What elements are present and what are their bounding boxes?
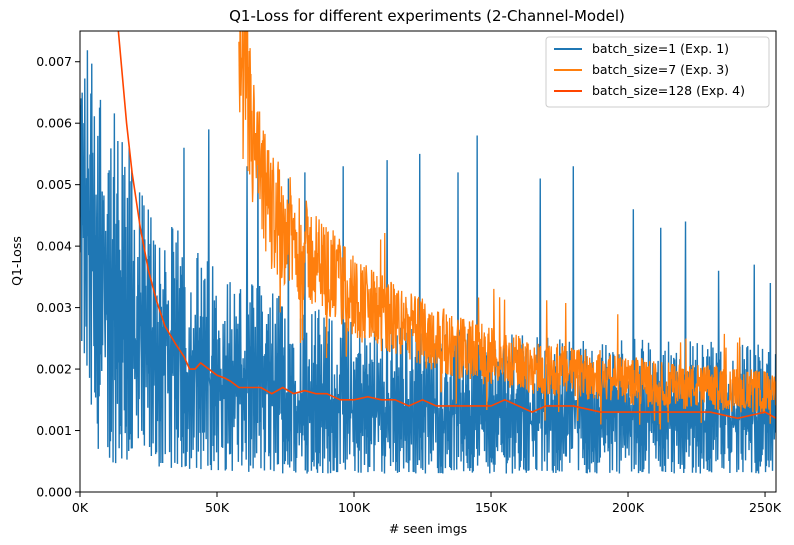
x-tick-label: 100K (338, 500, 371, 515)
legend-frame (545, 36, 770, 108)
y-tick-label: 0.004 (36, 239, 72, 254)
y-tick-label: 0.007 (36, 54, 72, 69)
legend-label-exp4: batch_size=128 (Exp. 4) (592, 83, 745, 98)
series-exp1-line (80, 50, 776, 474)
x-tick-label: 250K (749, 500, 782, 515)
y-tick-label: 0.002 (36, 362, 72, 377)
plot-frame (79, 30, 777, 493)
y-tick-label: 0.003 (36, 300, 72, 315)
y-axis-label: Q1-Loss (9, 236, 24, 286)
legend-label-exp3: batch_size=7 (Exp. 3) (592, 62, 729, 77)
chart-title: Q1-Loss for different experiments (2-Cha… (229, 7, 625, 25)
x-tick-label: 50K (205, 500, 230, 515)
series-exp4-line (117, 31, 776, 420)
x-tick-label: 0K (72, 500, 89, 515)
series-layer (80, 31, 776, 474)
y-axis: 0.000 0.001 0.002 0.003 0.004 0.005 0.006 0.007 (36, 54, 80, 500)
x-tick-label: 200K (612, 500, 645, 515)
y-tick-label: 0.005 (36, 177, 72, 192)
y-tick-label: 0.006 (36, 116, 72, 131)
x-axis-label: # seen imgs (389, 521, 467, 536)
x-axis: 0K 50K 100K 150K 200K 250K (72, 492, 782, 515)
y-tick-label: 0.001 (36, 423, 72, 438)
y-tick-label: 0.000 (36, 485, 72, 500)
legend: batch_size=1 (Exp. 1) batch_size=7 (Exp.… (545, 36, 770, 108)
series-exp3-line (238, 31, 776, 430)
x-tick-label: 150K (475, 500, 508, 515)
legend-label-exp1: batch_size=1 (Exp. 1) (592, 41, 729, 56)
